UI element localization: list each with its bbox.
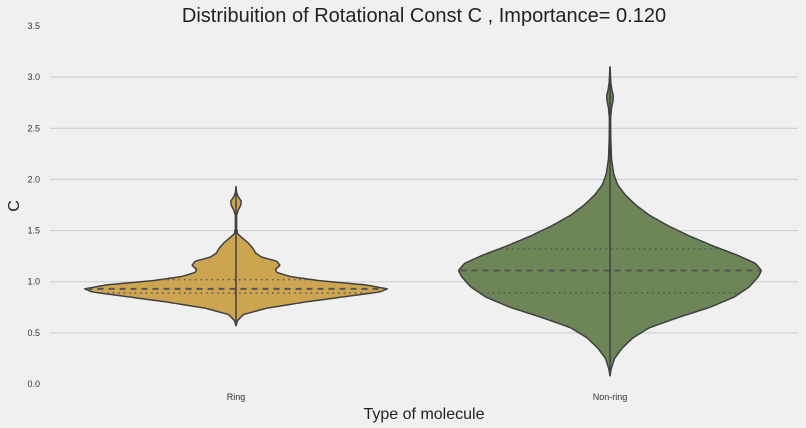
y-tick-label: 2.5 bbox=[27, 123, 40, 133]
y-tick-label: 3.5 bbox=[27, 21, 40, 31]
x-tick-label: Non-ring bbox=[593, 392, 628, 402]
y-tick-label: 1.0 bbox=[27, 277, 40, 287]
violin-ring bbox=[84, 185, 388, 327]
violins bbox=[84, 66, 763, 377]
y-tick-labels: 0.0 0.5 1.0 1.5 2.0 2.5 3.0 3.5 bbox=[27, 21, 40, 389]
y-tick-label: 0.0 bbox=[27, 379, 40, 389]
y-axis-label: C bbox=[6, 200, 23, 212]
x-tick-labels: Ring Non-ring bbox=[227, 392, 628, 402]
chart-title: Distribuition of Rotational Const C , Im… bbox=[182, 5, 666, 27]
x-tick-label: Ring bbox=[227, 392, 246, 402]
y-tick-label: 1.5 bbox=[27, 226, 40, 236]
violin-non-ring bbox=[457, 66, 763, 377]
x-axis-label: Type of molecule bbox=[364, 406, 485, 423]
y-tick-label: 0.5 bbox=[27, 328, 40, 338]
y-tick-label: 3.0 bbox=[27, 72, 40, 82]
y-tick-label: 2.0 bbox=[27, 174, 40, 184]
